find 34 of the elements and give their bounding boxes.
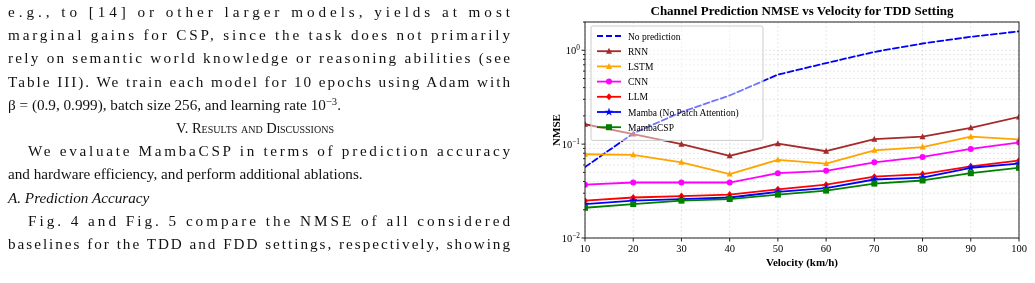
text: V. Results and Discussions <box>176 120 334 136</box>
x-tick-label: 90 <box>965 243 977 254</box>
text: marginal gains for CSP, since the task does not primarily <box>8 26 511 44</box>
x-tick-label: 50 <box>772 243 784 254</box>
text: A. Prediction Accuracy <box>7 188 150 206</box>
legend-label: LSTM <box>628 61 654 72</box>
y-axis-title: NMSE <box>550 114 562 146</box>
x-tick-label: 40 <box>724 243 735 254</box>
caption: Fig. 4 and Fig. 5 compare the NMSE of all considered <box>28 211 511 229</box>
text: β = (0.9, 0.999), batch size 256, and learning rate 10$^{−3}$. <box>8 95 341 114</box>
x-tick-label: 100 <box>1011 243 1027 254</box>
x-tick-label: 20 <box>627 243 639 254</box>
text: Table III). We train each model for 10 epochs using Adam with <box>8 72 511 91</box>
legend-label: LLM <box>628 92 649 103</box>
legend-label: No prediction <box>628 31 681 42</box>
x-tick-label: 10 <box>579 243 591 254</box>
legend-label: Mamba (No Patch Attention) <box>628 107 739 119</box>
text: We evaluate MambaCSP in terms of prediction accuracy <box>28 142 511 160</box>
text: rely on semantic world knowledge or reasoning abilities (see <box>8 49 511 68</box>
y-tick-label: 10$^{−1}$ <box>561 136 581 151</box>
text: e.g., to [14] or other larger models, yields at most <box>8 3 511 20</box>
text: baselines for the TDD and FDD settings, respectively, showing <box>8 235 511 252</box>
x-axis-title: Velocity (km/h) <box>765 256 839 269</box>
chart-title: Channel Prediction NMSE vs Velocity for TDD Setting <box>650 3 954 18</box>
legend-label: MambaCSP <box>628 122 674 133</box>
x-tick-label: 30 <box>676 243 687 254</box>
x-tick-label: 70 <box>869 243 880 254</box>
legend-label: CNN <box>628 77 649 88</box>
y-tick-label: 10$^{0}$ <box>565 42 581 57</box>
x-tick-label: 80 <box>917 243 928 254</box>
x-tick-label: 60 <box>820 243 832 254</box>
text: and hardware efficiency, and perform additional ablations. <box>8 165 363 183</box>
y-tick-label: 10$^{−2}$ <box>561 230 581 244</box>
legend-label: RNN <box>628 46 649 57</box>
